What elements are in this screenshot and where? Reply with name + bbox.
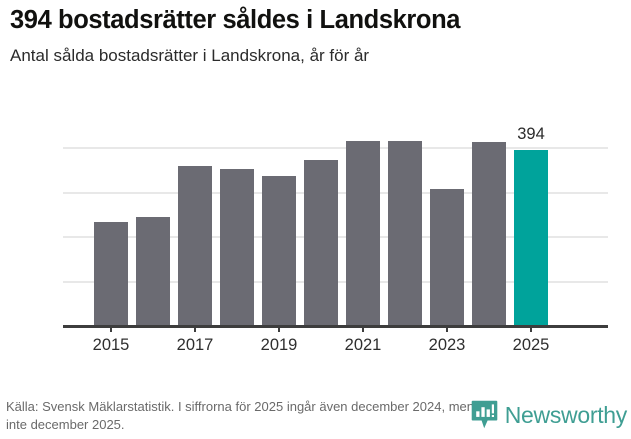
bar-2018[interactable] bbox=[220, 169, 254, 325]
x-tick bbox=[362, 325, 364, 332]
bar-2020[interactable] bbox=[304, 159, 338, 325]
x-axis-line bbox=[63, 325, 608, 328]
x-tick bbox=[446, 325, 448, 332]
x-tick bbox=[110, 325, 112, 332]
bar-2022[interactable] bbox=[388, 140, 422, 325]
x-tick-label: 2025 bbox=[512, 336, 550, 354]
bar-2023[interactable] bbox=[430, 189, 464, 325]
x-tick-label: 2017 bbox=[176, 336, 214, 354]
newsworthy-logo[interactable]: Newsworthy bbox=[471, 400, 627, 430]
chart-footer: Källa: Svensk Mäklarstatistik. I siffror… bbox=[0, 395, 631, 439]
bar-chart-speech-bubble-icon bbox=[471, 400, 498, 429]
x-tick-label: 2021 bbox=[344, 336, 382, 354]
bar-2017[interactable] bbox=[178, 166, 212, 325]
bar-2021[interactable] bbox=[346, 140, 380, 325]
bar-value-label-2025: 394 bbox=[517, 124, 545, 143]
bar-2019[interactable] bbox=[262, 175, 296, 325]
x-tick-label: 2015 bbox=[92, 336, 130, 354]
x-tick bbox=[278, 325, 280, 332]
x-tick-label: 2019 bbox=[260, 336, 298, 354]
bar-2015[interactable] bbox=[94, 222, 128, 325]
x-tick bbox=[530, 325, 532, 332]
chart-subtitle: Antal sålda bostadsrätter i Landskrona, … bbox=[10, 45, 370, 65]
gridline-400 bbox=[63, 147, 608, 150]
bar-2024[interactable] bbox=[472, 142, 506, 325]
x-tick-label: 2023 bbox=[428, 336, 466, 354]
bar-2016[interactable] bbox=[136, 216, 170, 325]
newsworthy-logo-text: Newsworthy bbox=[504, 401, 628, 428]
x-tick bbox=[194, 325, 196, 332]
source-note: Källa: Svensk Mäklarstatistik. I siffror… bbox=[6, 399, 474, 432]
bar-2025[interactable] bbox=[514, 149, 548, 325]
chart-header: 394 bostadsrätter såldes i Landskrona An… bbox=[0, 0, 631, 66]
page-title: 394 bostadsrätter såldes i Landskrona bbox=[10, 6, 461, 34]
